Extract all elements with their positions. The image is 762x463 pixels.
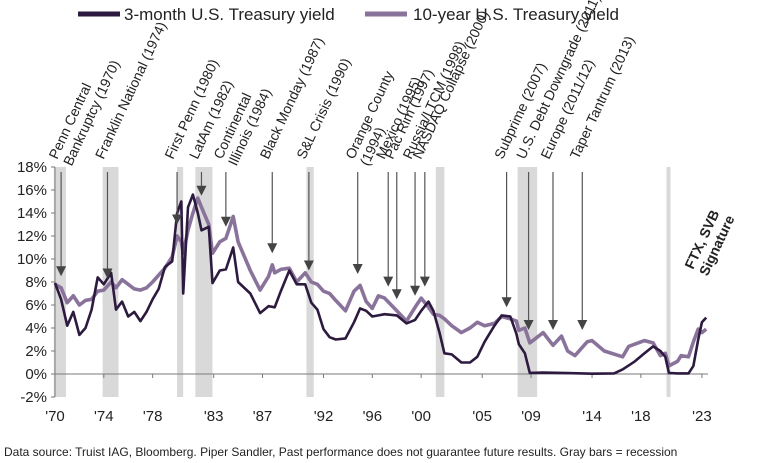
series-line-10-year <box>54 196 708 368</box>
legend-10-year-label: 10-year U.S. Treasury yield <box>413 5 619 24</box>
x-tick-label: '09 <box>521 408 541 425</box>
annotation-16: FTX, SVBSignature <box>681 206 737 278</box>
x-tick-label: '05 <box>472 408 492 425</box>
x-tick-label: '00 <box>411 408 431 425</box>
y-tick-label: 16% <box>17 182 47 199</box>
annotation-label: FTX, SVBSignature <box>681 206 737 278</box>
x-tick-label: '96 <box>363 408 383 425</box>
annotation-arrowhead <box>523 320 534 330</box>
annotation-arrowhead <box>419 276 430 287</box>
annotation-arrowhead <box>102 268 113 279</box>
annotation-arrowhead <box>267 243 278 254</box>
y-tick-label: 0% <box>25 366 47 383</box>
annotation-arrowhead <box>56 266 67 277</box>
recession-bar-5 <box>435 167 445 397</box>
recession-bar-2 <box>177 167 184 397</box>
y-tick-label: 4% <box>25 320 47 337</box>
series-line-3-month <box>53 193 708 375</box>
x-tick-label: '92 <box>314 408 334 425</box>
annotation-arrowhead <box>501 297 512 308</box>
x-tick-label: '74 <box>94 408 114 425</box>
recession-bar-7 <box>666 167 671 397</box>
y-tick-label: 14% <box>17 205 47 222</box>
recession-bar-0 <box>53 167 66 397</box>
annotation-arrowhead <box>196 185 207 196</box>
annotation-arrowhead <box>352 263 363 274</box>
y-tick-label: 2% <box>25 343 47 360</box>
y-tick-label: -2% <box>20 389 47 406</box>
x-tick-label: '18 <box>631 408 651 425</box>
x-tick-label: '70 <box>45 408 65 425</box>
y-tick-label: 8% <box>25 274 47 291</box>
x-tick-label: '78 <box>143 408 163 425</box>
x-tick-label: '83 <box>204 408 224 425</box>
annotation-arrowhead <box>410 285 421 296</box>
y-tick-label: 6% <box>25 297 47 314</box>
annotation-arrowhead <box>577 320 588 330</box>
y-tick-label: 18% <box>17 159 47 176</box>
annotation-5: Black Monday (1987) <box>256 35 327 254</box>
x-tick-label: '87 <box>253 408 273 425</box>
y-tick-label: 12% <box>17 228 47 245</box>
annotation-arrowhead <box>172 214 183 225</box>
annotation-arrowhead <box>383 276 394 287</box>
x-tick-label: '14 <box>582 408 602 425</box>
annotation-arrowhead <box>220 216 231 227</box>
annotation-arrowhead <box>391 289 402 300</box>
annotation-arrowhead <box>303 260 314 271</box>
annotation-arrowhead <box>547 320 558 330</box>
legend-3-month-label: 3-month U.S. Treasury yield <box>124 5 335 24</box>
x-tick-label: '23 <box>692 408 712 425</box>
footer-note: Data source: Truist IAG, Bloomberg. Pipe… <box>4 445 677 459</box>
y-tick-label: 10% <box>17 251 47 268</box>
